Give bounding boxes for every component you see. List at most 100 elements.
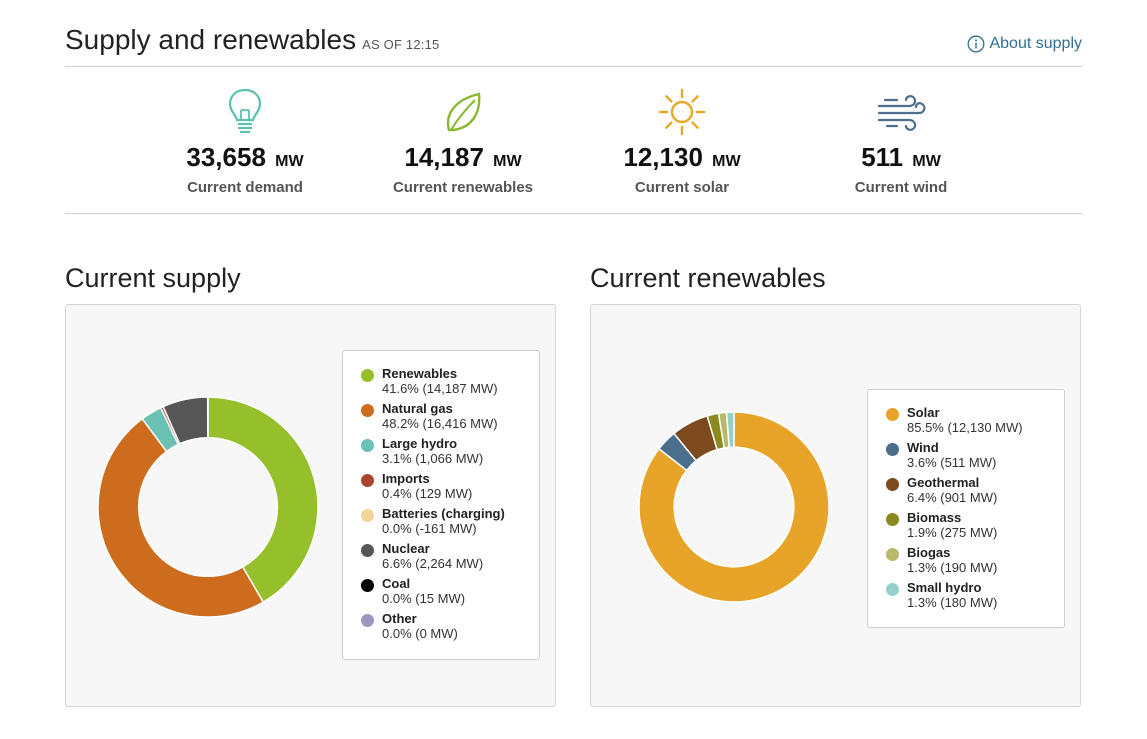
legend-label: Other xyxy=(382,611,417,626)
legend-item-wind: Wind 3.6% (511 MW) xyxy=(886,440,1064,475)
legend-swatch xyxy=(886,408,899,421)
legend-value: 3.6% (511 MW) xyxy=(907,455,997,470)
legend-label: Imports xyxy=(382,471,430,486)
supply-donut-chart xyxy=(97,396,319,618)
legend-label: Biogas xyxy=(907,545,951,560)
page-header: Supply and renewables AS OF 12:15 About s… xyxy=(65,20,1082,67)
legend-label: Solar xyxy=(907,405,940,420)
legend-swatch xyxy=(361,404,374,417)
legend-label: Biomass xyxy=(907,510,962,525)
legend-swatch xyxy=(361,439,374,452)
legend-value: 0.0% (0 MW) xyxy=(382,626,458,641)
sun-icon xyxy=(658,88,706,136)
renewables-chart-panel: Solar 85.5% (12,130 MW) Wind 3.6% (511 MW) G… xyxy=(590,304,1081,707)
legend-swatch xyxy=(361,509,374,522)
legend-swatch xyxy=(361,544,374,557)
legend-swatch xyxy=(361,474,374,487)
legend-item-biomass: Biomass 1.9% (275 MW) xyxy=(886,510,1064,545)
legend-value: 85.5% (12,130 MW) xyxy=(907,420,1023,435)
donut-slice-renewables[interactable] xyxy=(207,396,319,604)
stat-number: 12,130 xyxy=(623,142,703,172)
stat-current-demand: 33,658 MW Current demand xyxy=(135,66,355,196)
supply-section-title: Current supply xyxy=(65,263,241,293)
renewables-legend: Solar 85.5% (12,130 MW) Wind 3.6% (511 MW) G… xyxy=(867,389,1065,628)
legend-value: 41.6% (14,187 MW) xyxy=(382,381,498,396)
stat-number: 14,187 xyxy=(404,142,484,172)
legend-value: 3.1% (1,066 MW) xyxy=(382,451,484,466)
legend-swatch xyxy=(361,369,374,382)
stat-number: 33,658 xyxy=(186,142,266,172)
legend-label: Natural gas xyxy=(382,401,453,416)
legend-label: Batteries (charging) xyxy=(382,506,505,521)
stat-unit: MW xyxy=(912,153,941,170)
legend-label: Geothermal xyxy=(907,475,980,490)
legend-value: 0.4% (129 MW) xyxy=(382,486,473,501)
stat-unit: MW xyxy=(712,153,741,170)
legend-item-solar: Solar 85.5% (12,130 MW) xyxy=(886,405,1064,440)
stat-unit: MW xyxy=(493,153,522,170)
donut-slice-natural-gas[interactable] xyxy=(97,417,265,618)
legend-value: 0.0% (-161 MW) xyxy=(382,521,477,536)
wind-icon xyxy=(877,95,926,131)
donut-slice-solar[interactable] xyxy=(638,411,830,603)
about-supply-link[interactable]: About supply xyxy=(967,35,1082,53)
stat-value: 511 MW xyxy=(791,142,1011,177)
legend-item-coal: Coal 0.0% (15 MW) xyxy=(361,576,539,611)
legend-item-large-hydro: Large hydro 3.1% (1,066 MW) xyxy=(361,436,539,471)
legend-swatch xyxy=(886,513,899,526)
stats-row: 33,658 MW Current demand 14,187 MW Curre… xyxy=(65,66,1082,214)
info-icon xyxy=(968,35,985,53)
stat-label: Current solar xyxy=(634,179,730,196)
stat-current-wind: 511 MW Current wind xyxy=(791,66,1011,196)
legend-item-renewables: Renewables 41.6% (14,187 MW) xyxy=(361,366,539,401)
legend-item-natural-gas: Natural gas 48.2% (16,416 MW) xyxy=(361,401,539,436)
legend-item-small-hydro: Small hydro 1.3% (180 MW) xyxy=(886,580,1064,615)
stat-label: Current renewables xyxy=(392,179,534,196)
legend-swatch xyxy=(361,614,374,627)
stat-label: Current wind xyxy=(854,179,948,196)
legend-value: 6.6% (2,264 MW) xyxy=(382,556,484,571)
supply-chart-panel: Renewables 41.6% (14,187 MW) Natural gas 48… xyxy=(65,304,556,707)
legend-value: 1.3% (190 MW) xyxy=(907,560,998,575)
legend-item-nuclear: Nuclear 6.6% (2,264 MW) xyxy=(361,541,539,576)
stat-current-solar: 12,130 MW Current solar xyxy=(572,66,792,196)
legend-label: Coal xyxy=(382,576,411,591)
as-of-timestamp: AS OF 12:15 xyxy=(362,37,440,52)
legend-value: 0.0% (15 MW) xyxy=(382,591,466,606)
legend-item-biogas: Biogas 1.3% (190 MW) xyxy=(886,545,1064,580)
legend-swatch xyxy=(361,579,374,592)
stat-number: 511 xyxy=(861,142,904,172)
renewables-section-title: Current renewables xyxy=(590,263,826,293)
legend-item-geothermal: Geothermal 6.4% (901 MW) xyxy=(886,475,1064,510)
legend-value: 1.9% (275 MW) xyxy=(907,525,998,540)
legend-value: 48.2% (16,416 MW) xyxy=(382,416,498,431)
legend-label: Nuclear xyxy=(382,541,430,556)
page-title-text: Supply and renewables xyxy=(65,24,357,55)
legend-swatch xyxy=(886,443,899,456)
renewables-donut-chart xyxy=(638,411,830,603)
leaf-icon xyxy=(446,92,481,132)
legend-swatch xyxy=(886,478,899,491)
stat-current-renewables: 14,187 MW Current renewables xyxy=(353,66,573,196)
legend-swatch xyxy=(886,583,899,596)
legend-swatch xyxy=(886,548,899,561)
legend-value: 6.4% (901 MW) xyxy=(907,490,998,505)
stat-label: Current demand xyxy=(187,179,303,196)
about-supply-label: About supply xyxy=(989,35,1082,52)
legend-label: Small hydro xyxy=(907,580,982,595)
legend-value: 1.3% (180 MW) xyxy=(907,595,998,610)
donut-slice-small-hydro[interactable] xyxy=(725,411,735,449)
legend-label: Large hydro xyxy=(382,436,458,451)
stat-value: 14,187 MW xyxy=(353,142,573,177)
legend-item-imports: Imports 0.4% (129 MW) xyxy=(361,471,539,506)
stat-value: 33,658 MW xyxy=(135,142,355,177)
stat-value: 12,130 MW xyxy=(572,142,792,177)
page-title: Supply and renewables AS OF 12:15 xyxy=(65,24,439,56)
legend-label: Renewables xyxy=(382,366,458,381)
legend-label: Wind xyxy=(907,440,939,455)
lightbulb-icon xyxy=(228,88,262,134)
legend-item-batteries-charging: Batteries (charging) 0.0% (-161 MW) xyxy=(361,506,539,541)
supply-legend: Renewables 41.6% (14,187 MW) Natural gas 48… xyxy=(342,350,540,660)
stat-unit: MW xyxy=(275,153,304,170)
